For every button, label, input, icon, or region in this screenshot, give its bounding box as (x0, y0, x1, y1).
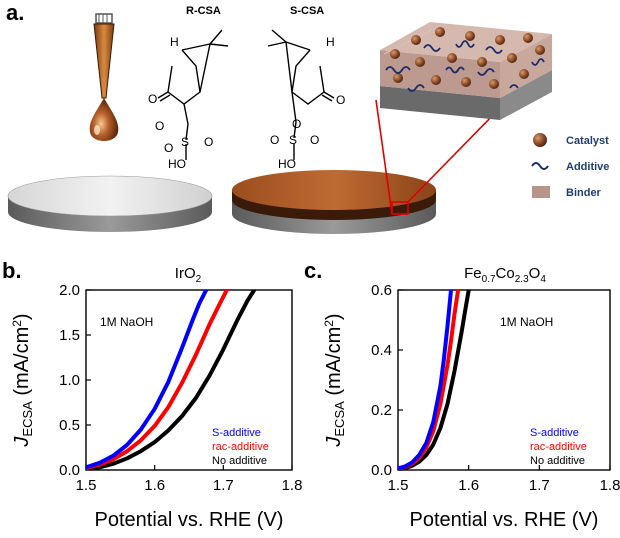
y-axis-label: JECSA (mA/cm2) (10, 313, 35, 447)
y-tick-label: 0.5 (59, 417, 80, 434)
r-csa-label: R-CSA (186, 5, 221, 17)
y-tick-label: 2.0 (59, 282, 80, 299)
panel-letter: c. (304, 258, 322, 283)
binder-legend-label: Binder (566, 187, 602, 199)
s-csa-o2: O (270, 133, 279, 147)
coated-electrode-disk (232, 170, 436, 234)
pipette-icon (89, 13, 119, 141)
legend-entry-no-additive: No additive (212, 455, 267, 467)
zoom-box (391, 201, 409, 215)
bare-electrode-disk (7, 175, 213, 232)
x-tick-label: 1.6 (144, 477, 165, 494)
chart-title: Fe0.7Co2.3O4 (464, 265, 546, 285)
additive-legend-icon (531, 162, 549, 170)
series-line-no-additive (86, 290, 257, 470)
panel-letter: b. (2, 258, 22, 283)
s-csa-o1: O (336, 93, 345, 107)
series-line-no-additive (398, 290, 471, 470)
catalyst-legend-icon (533, 133, 547, 147)
series-line-rac-additive (86, 290, 229, 470)
chart-title: IrO2 (175, 265, 202, 285)
additive-legend-label: Additive (566, 161, 609, 173)
y-axis-label: JECSA (mA/cm2) (322, 313, 347, 447)
x-tick-label: 1.8 (282, 477, 303, 494)
y-tick-label: 0.6 (371, 282, 392, 299)
s-csa-label: S-CSA (290, 5, 324, 17)
s-csa-h: H (326, 35, 335, 49)
s-csa-structure (267, 29, 335, 160)
series-line-s-additive (398, 290, 453, 470)
catalyst-legend-label: Catalyst (566, 135, 609, 147)
electrolyte-annotation: 1M NaOH (100, 315, 153, 329)
s-csa-o4: O (292, 117, 301, 131)
r-csa-oh: HO (168, 157, 186, 171)
series-line-s-additive (86, 290, 209, 470)
r-csa-o3: O (204, 135, 213, 149)
r-csa-s: S (181, 135, 189, 149)
y-tick-label: 0.0 (59, 462, 80, 479)
s-csa-oh: HO (278, 157, 296, 171)
y-tick-label: 0.4 (371, 342, 392, 359)
chart-feco: c. Fe0.7Co2.3O4 1.5 1.6 1.7 1.8 0.0 0.2 0.4 0.6 Po… (304, 258, 620, 531)
x-tick-label: 1.7 (213, 477, 234, 494)
legend-entry-rac-additive: rac-additive (212, 441, 269, 453)
legend-entry-s-additive: S-additive (212, 427, 261, 439)
s-csa-s: S (289, 133, 297, 147)
additive-strands (385, 40, 545, 92)
panel-a-letter: a. (6, 0, 24, 25)
r-csa-h: H (170, 35, 179, 49)
y-tick-label: 1.5 (59, 327, 80, 344)
y-tick-label: 1.0 (59, 372, 80, 389)
zoom-line-right (407, 109, 499, 203)
electrolyte-annotation: 1M NaOH (500, 315, 553, 329)
x-tick-label: 1.7 (529, 477, 550, 494)
r-csa-o4: O (164, 141, 173, 155)
legend-entry-s-additive: S-additive (530, 427, 579, 439)
chart-iro2: b. IrO2 1.5 1.6 1.7 1.8 0.0 0.5 1.0 1.5 2.0 Potenti… (2, 258, 302, 531)
y-tick-label: 0.0 (371, 462, 392, 479)
r-csa-o1: O (148, 92, 157, 106)
zoom-line-left (375, 99, 393, 215)
x-tick-label: 1.5 (76, 477, 97, 494)
x-axis-label: Potential vs. RHE (V) (410, 509, 599, 531)
y-tick-label: 0.2 (371, 402, 392, 419)
plot-frame (397, 289, 611, 471)
catalyst-particles (390, 27, 545, 89)
legend-entry-no-additive: No additive (530, 455, 585, 467)
x-tick-label: 1.5 (388, 477, 409, 494)
x-tick-label: 1.6 (458, 477, 479, 494)
legend-entry-rac-additive: rac-additive (530, 441, 587, 453)
r-csa-structure (157, 29, 229, 160)
binder-legend-icon (532, 186, 550, 198)
r-csa-o2: O (155, 119, 164, 133)
s-csa-o3: O (310, 133, 319, 147)
x-axis-label: Potential vs. RHE (V) (95, 509, 284, 531)
x-tick-label: 1.8 (600, 477, 620, 494)
